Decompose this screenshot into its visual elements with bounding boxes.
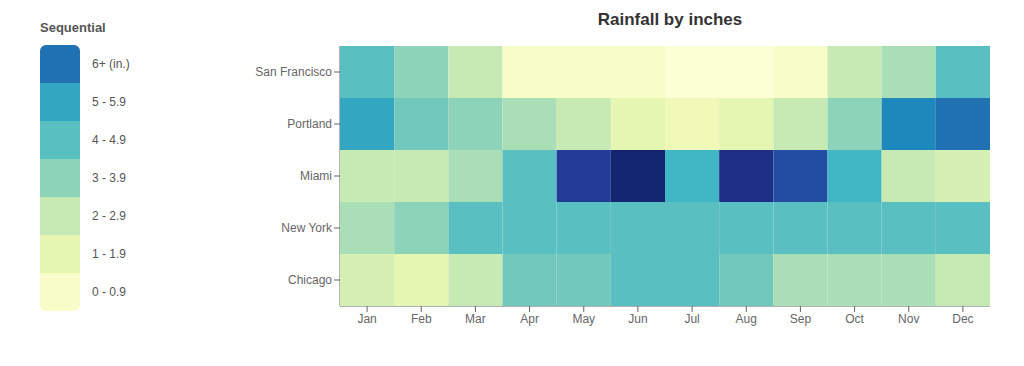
html-text:2 - 2.9: 2 - 2.9	[92, 209, 126, 223]
html-text:6+ (in.): 6+ (in.)	[92, 57, 130, 71]
html-text:Rainfall by inches: Rainfall by inches	[597, 10, 743, 29]
svg-text:Dec: Dec	[952, 312, 973, 326]
svg-text:Chicago: Chicago	[288, 273, 332, 287]
svg-text:Feb: Feb	[411, 312, 432, 326]
svg-text:May: May	[572, 312, 595, 326]
html-text:3 - 3.9: 3 - 3.9	[92, 171, 126, 185]
svg-text:Miami: Miami	[300, 169, 332, 183]
svg-text:Sep: Sep	[790, 312, 812, 326]
html-text:4 - 4.9: 4 - 4.9	[92, 133, 126, 147]
svg-text:New York: New York	[281, 221, 333, 235]
svg-text:Mar: Mar	[465, 312, 486, 326]
svg-text:Jan: Jan	[357, 312, 376, 326]
html-text:1 - 1.9: 1 - 1.9	[92, 247, 126, 261]
svg-text:Portland: Portland	[287, 117, 332, 131]
html-text:5 - 5.9: 5 - 5.9	[92, 95, 126, 109]
svg-text:Oct: Oct	[845, 312, 864, 326]
svg-text:Nov: Nov	[898, 312, 919, 326]
svg-text:Aug: Aug	[736, 312, 757, 326]
svg-text:Jul: Jul	[684, 312, 699, 326]
svg-text:San Francisco: San Francisco	[255, 65, 332, 79]
svg-text:Jun: Jun	[628, 312, 647, 326]
svg-text:Apr: Apr	[520, 312, 539, 326]
html-text:0 - 0.9: 0 - 0.9	[92, 285, 126, 299]
html-text:Sequential: Sequential	[40, 20, 106, 35]
